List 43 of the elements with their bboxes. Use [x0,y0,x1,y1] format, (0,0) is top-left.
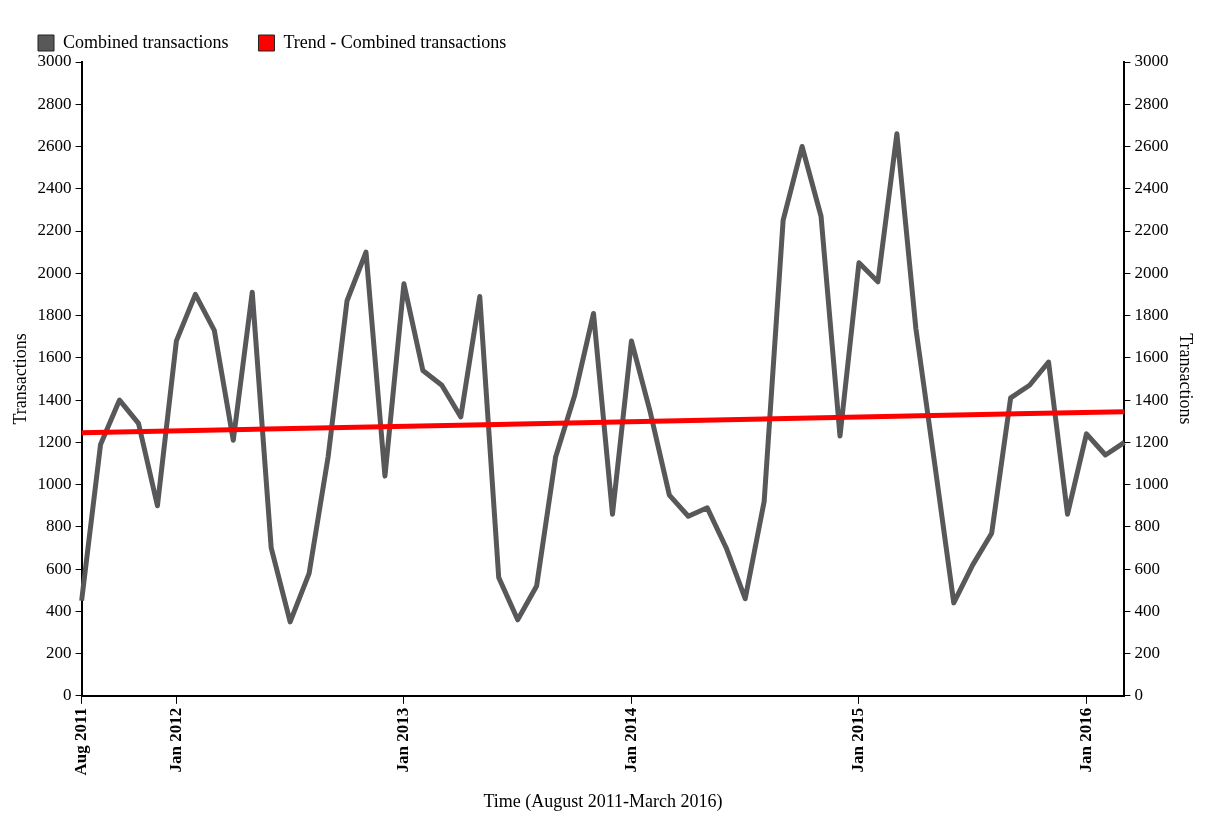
legend-label: Trend - Combined transactions [283,31,507,52]
y2-tick-label: 1600 [1134,347,1169,367]
y2-tick-label: 2400 [1134,178,1169,198]
y-tick-label: 1200 [37,431,72,451]
y2-axis-title: Transactions [1176,333,1197,425]
y-tick-label: 2600 [37,135,72,155]
y2-tick-label: 800 [1134,516,1160,536]
x-tick-label: Aug 2011 [70,707,90,776]
y-tick-label: 3000 [37,51,72,71]
y2-tick-label: 2000 [1134,262,1169,282]
legend-label: Combined transactions [63,31,229,52]
x-tick-label: Jan 2015 [848,707,868,773]
y-tick-label: 2400 [37,178,72,198]
y2-tick-label: 2800 [1134,93,1169,113]
y-tick-label: 400 [46,600,72,620]
y2-tick-label: 400 [1134,600,1160,620]
y2-tick-label: 200 [1134,643,1160,663]
x-tick-label: Jan 2012 [165,707,185,773]
y-tick-label: 1000 [37,474,72,494]
y2-tick-label: 2200 [1134,220,1169,240]
x-tick-label: Jan 2014 [620,707,640,773]
y-tick-label: 800 [46,516,72,536]
y2-tick-label: 1800 [1134,305,1169,325]
x-tick-label: Jan 2016 [1075,707,1095,773]
x-axis-title: Time (August 2011-March 2016) [483,790,723,812]
y-tick-label: 1800 [37,305,72,325]
y-tick-label: 0 [63,685,72,705]
y-tick-label: 600 [46,558,72,578]
y-tick-label: 200 [46,643,72,663]
y-tick-label: 2200 [37,220,72,240]
y2-tick-label: 600 [1134,558,1160,578]
y-tick-label: 1400 [37,389,72,409]
y-axis-title: Transactions [9,333,30,425]
y-tick-label: 2000 [37,262,72,282]
y2-tick-label: 0 [1134,685,1143,705]
x-tick-label: Jan 2013 [393,707,413,773]
y2-tick-label: 3000 [1134,51,1169,71]
y2-tick-label: 1200 [1134,431,1169,451]
y-tick-label: 2800 [37,93,72,113]
y-tick-label: 1600 [37,347,72,367]
y2-tick-label: 1400 [1134,389,1169,409]
y2-tick-label: 1000 [1134,474,1169,494]
y2-tick-label: 2600 [1134,135,1169,155]
